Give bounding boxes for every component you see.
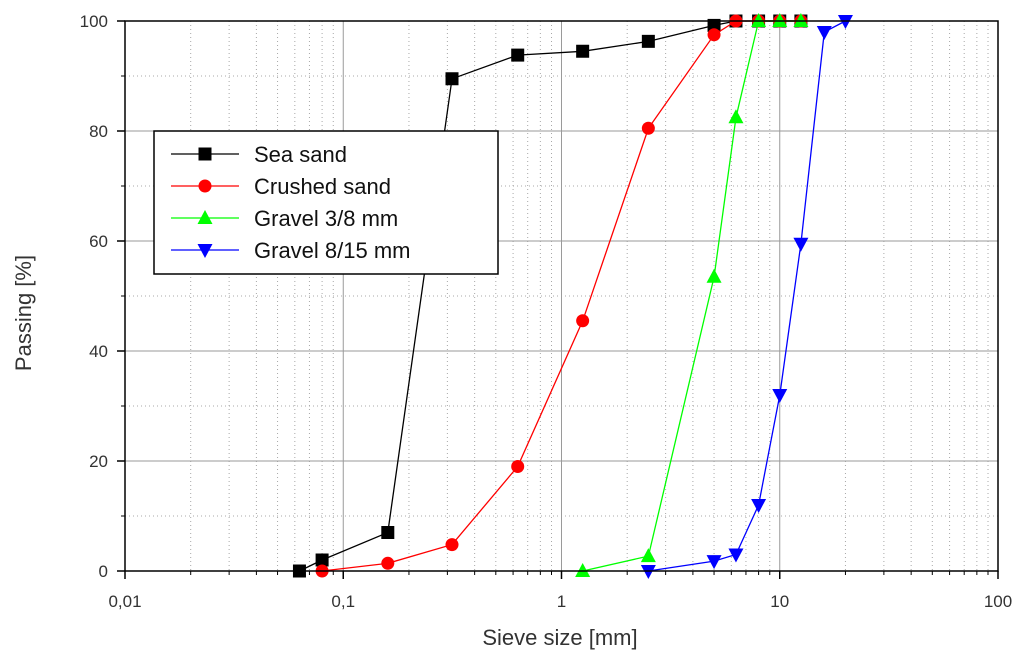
legend-item: Crushed sand bbox=[171, 174, 391, 199]
plot-frame bbox=[124, 20, 999, 572]
data-point bbox=[640, 565, 656, 579]
y-tick-label: 60 bbox=[89, 232, 108, 251]
series-line bbox=[582, 20, 801, 572]
data-point bbox=[575, 563, 591, 577]
y-tick-label: 100 bbox=[80, 12, 108, 31]
data-point bbox=[751, 499, 767, 513]
y-axis-title: Passing [%] bbox=[11, 255, 36, 371]
y-tick-label: 20 bbox=[89, 452, 108, 471]
data-point bbox=[381, 556, 395, 570]
data-point bbox=[751, 13, 767, 27]
data-point bbox=[707, 18, 721, 32]
legend-label: Sea sand bbox=[254, 142, 347, 167]
data-point bbox=[381, 526, 395, 539]
series-3 bbox=[575, 13, 809, 577]
legend-marker bbox=[198, 179, 212, 193]
legend-item: Sea sand bbox=[171, 142, 347, 167]
data-point bbox=[576, 44, 590, 58]
data-point bbox=[837, 15, 853, 29]
y-axis: 0 20 40 60 80 100 bbox=[80, 12, 125, 581]
series-1 bbox=[292, 14, 808, 578]
x-tick-label: 100 bbox=[984, 592, 1012, 611]
data-point bbox=[445, 538, 459, 552]
data-point bbox=[707, 28, 721, 42]
data-point bbox=[445, 72, 459, 86]
data-point bbox=[706, 555, 722, 570]
y-tick-label: 40 bbox=[89, 342, 108, 361]
legend-marker bbox=[198, 147, 212, 161]
x-tick-label: 1 bbox=[557, 592, 566, 611]
x-axis: 0,01 0,1 1 10 100 bbox=[108, 571, 1012, 611]
legend-label: Gravel 8/15 mm bbox=[254, 238, 411, 263]
data-point bbox=[576, 314, 590, 328]
x-tick-label: 0,01 bbox=[108, 592, 141, 611]
grid bbox=[124, 20, 999, 572]
legend: Sea sand Crushed sand Gravel 3/8 mm Gravel … bbox=[153, 130, 499, 275]
data-point bbox=[640, 548, 656, 563]
data-point bbox=[793, 13, 809, 27]
data-point bbox=[772, 389, 788, 403]
y-tick-label: 80 bbox=[89, 122, 108, 141]
legend-label: Crushed sand bbox=[254, 174, 391, 199]
x-tick-label: 0,1 bbox=[331, 592, 355, 611]
data-point bbox=[816, 26, 832, 40]
data-point bbox=[706, 268, 722, 283]
x-tick-label: 10 bbox=[770, 592, 789, 611]
legend-item: Gravel 3/8 mm bbox=[171, 206, 398, 231]
y-tick-label: 0 bbox=[99, 562, 108, 581]
data-point bbox=[728, 548, 744, 563]
data-point bbox=[511, 48, 525, 62]
legend-item: Gravel 8/15 mm bbox=[171, 238, 411, 263]
legend-marker bbox=[197, 244, 213, 258]
series-4 bbox=[640, 15, 853, 579]
data-point bbox=[641, 34, 655, 48]
plot-series bbox=[292, 13, 853, 579]
data-point bbox=[511, 460, 525, 473]
data-point bbox=[793, 237, 809, 252]
data-point bbox=[772, 13, 788, 27]
legend-marker bbox=[197, 210, 213, 224]
data-point bbox=[641, 121, 655, 135]
data-point bbox=[315, 553, 329, 567]
data-point bbox=[728, 109, 744, 124]
legend-label: Gravel 3/8 mm bbox=[254, 206, 398, 231]
x-axis-title: Sieve size [mm] bbox=[482, 625, 637, 650]
